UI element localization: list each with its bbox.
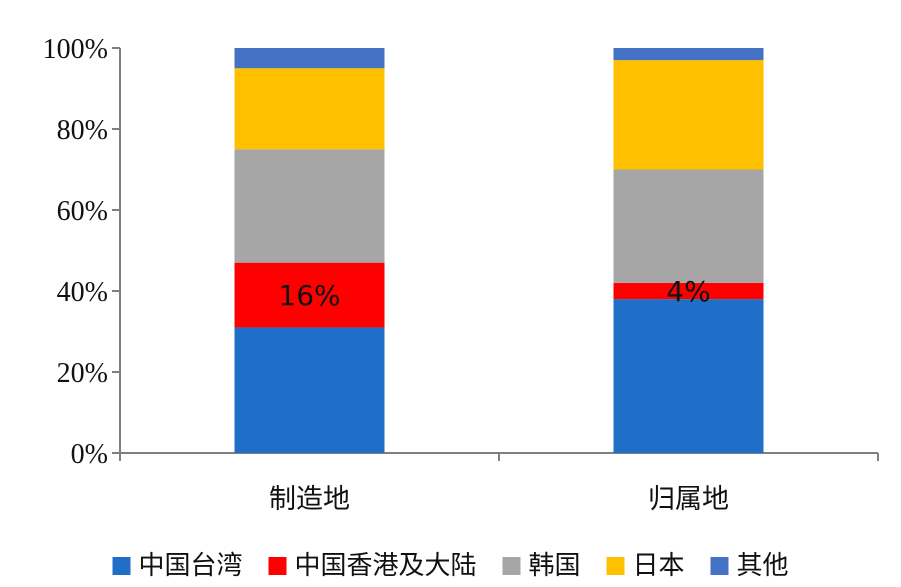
bar-segment bbox=[234, 262, 385, 328]
bar-segment bbox=[234, 48, 385, 69]
bar-segment bbox=[234, 149, 385, 263]
legend-swatch bbox=[502, 557, 521, 575]
legend-label: 韩国 bbox=[529, 551, 581, 581]
legend-label: 其他 bbox=[737, 551, 789, 581]
legend-swatch bbox=[606, 557, 625, 575]
x-category-label: 归属地 bbox=[648, 484, 729, 515]
y-tick-label: 20% bbox=[57, 358, 108, 389]
y-tick-label: 80% bbox=[57, 115, 108, 146]
bar-segment bbox=[613, 60, 764, 170]
data-label: 16% bbox=[278, 279, 340, 312]
data-label: 4% bbox=[666, 275, 710, 308]
bar-segment bbox=[234, 68, 385, 150]
y-tick-label: 100% bbox=[43, 34, 108, 65]
legend-label: 日本 bbox=[633, 551, 685, 581]
y-tick-label: 60% bbox=[57, 196, 108, 227]
bar-segment bbox=[234, 327, 385, 453]
y-tick-label: 40% bbox=[57, 277, 108, 308]
legend-label: 中国台湾 bbox=[139, 551, 243, 581]
legend-label: 中国香港及大陆 bbox=[295, 551, 477, 581]
legend-swatch bbox=[710, 557, 729, 575]
bar-segment bbox=[613, 299, 764, 453]
legend-swatch bbox=[268, 557, 287, 575]
y-tick-label: 0% bbox=[71, 439, 108, 470]
bar-segment bbox=[613, 48, 764, 61]
legend-swatch bbox=[112, 557, 131, 575]
bar-segment bbox=[613, 169, 764, 283]
bar-segment bbox=[613, 282, 764, 300]
x-category-label: 制造地 bbox=[269, 484, 350, 515]
